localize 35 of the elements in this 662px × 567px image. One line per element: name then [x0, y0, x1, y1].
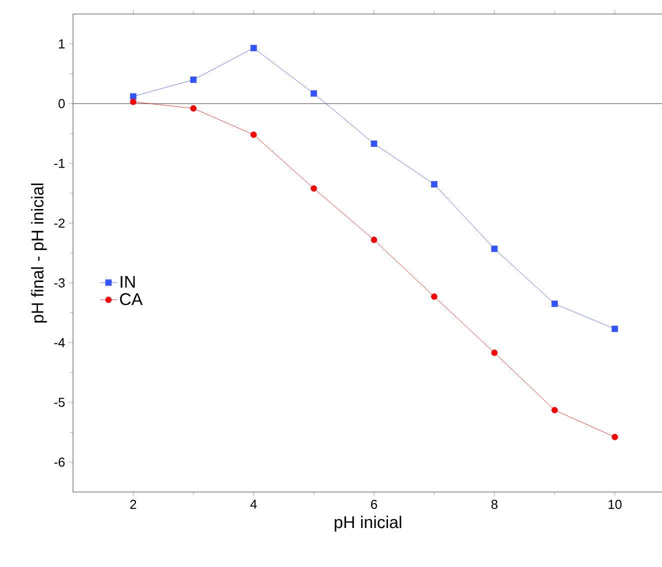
x-tick-label: 8 — [491, 500, 498, 509]
point — [551, 406, 558, 414]
point — [491, 246, 498, 252]
point — [130, 98, 136, 106]
y-tick-label: 0 — [58, 99, 65, 108]
point — [551, 300, 558, 307]
x-axis-title: pH inicial — [334, 516, 402, 532]
x-tick-label: 10 — [608, 500, 622, 509]
y-tick-label: 1 — [59, 39, 65, 48]
legend-label: CA — [120, 293, 143, 306]
point — [612, 434, 618, 440]
point — [310, 90, 318, 97]
point — [431, 293, 438, 300]
point — [250, 44, 257, 52]
y-tick-label: -2 — [54, 218, 65, 228]
point — [190, 76, 197, 83]
y-tick-label: -1 — [54, 158, 65, 168]
y-axis-title: pH final - pH inicial — [31, 184, 47, 323]
y-tick-label: -3 — [54, 278, 65, 288]
point — [310, 185, 318, 192]
x-tick-label: 6 — [371, 500, 378, 509]
point — [190, 105, 197, 112]
point — [491, 350, 498, 356]
point — [370, 236, 378, 244]
legend-label: IN — [120, 276, 135, 288]
point — [130, 93, 136, 100]
x-tick-label: 4 — [250, 500, 257, 509]
y-tick-label: -6 — [54, 458, 65, 467]
y-tick-label: -5 — [54, 398, 65, 407]
point — [370, 140, 378, 147]
point — [250, 132, 257, 138]
y-tick-label: -4 — [54, 338, 65, 348]
point — [612, 326, 618, 332]
x-tick-label: 2 — [130, 500, 136, 509]
point — [431, 181, 438, 188]
